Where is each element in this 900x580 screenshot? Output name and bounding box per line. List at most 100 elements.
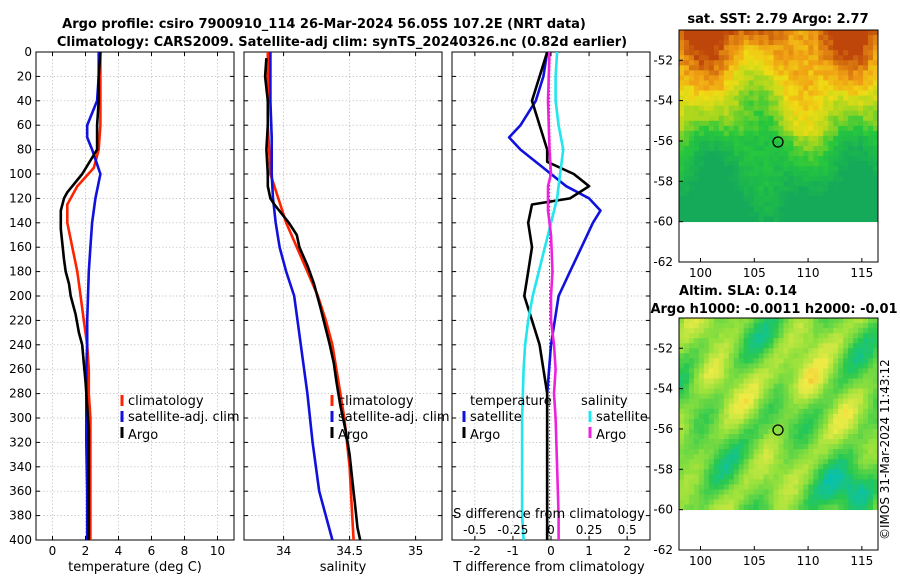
map-cell [679, 166, 685, 172]
map-cell [708, 358, 715, 364]
map-cell [703, 85, 710, 91]
map-cell [793, 348, 799, 354]
map-cell [768, 464, 774, 470]
map-cell [803, 186, 809, 192]
map-cell [753, 186, 760, 192]
map-cell [748, 206, 755, 212]
map-cell [743, 413, 750, 420]
map-cell [868, 383, 874, 390]
map-cell [703, 358, 710, 364]
map-cell [873, 328, 879, 334]
map-cell [793, 368, 799, 374]
map-cell [818, 323, 824, 329]
x-tick-label: 105 [743, 266, 766, 280]
map-cell [828, 428, 834, 435]
map-cell [778, 161, 784, 167]
map-cell [738, 110, 745, 117]
map-cell [748, 378, 755, 384]
map-cell [863, 100, 869, 107]
map-cell [683, 449, 690, 455]
map-cell [733, 333, 740, 339]
map-cell [778, 216, 784, 223]
map-cell [838, 363, 844, 369]
map-cell [843, 504, 849, 511]
map-cell [838, 388, 844, 395]
map-cell [853, 459, 859, 465]
map-cell [683, 504, 690, 511]
map-cell [823, 156, 829, 162]
map-cell [703, 186, 710, 192]
map-cell [708, 393, 715, 400]
map-cell [853, 161, 859, 167]
map-cell [753, 161, 760, 167]
y-tick-label: 140 [9, 216, 32, 230]
map-cell [778, 166, 784, 172]
map-cell [853, 328, 859, 334]
map-cell [728, 484, 735, 490]
map-cell [743, 196, 750, 202]
map-cell [823, 469, 829, 475]
map-cell [753, 439, 760, 445]
map-cell [753, 50, 760, 56]
map-cell [818, 171, 824, 177]
map-cell [788, 125, 794, 132]
map-cell [798, 110, 804, 117]
map-cell [768, 373, 774, 379]
map-cell [803, 130, 809, 137]
map-cell [708, 333, 715, 339]
map-cell [798, 171, 804, 177]
map-cell [743, 115, 750, 122]
map-cell [868, 216, 874, 223]
map-cell [763, 60, 769, 66]
map-cell [718, 494, 725, 500]
map-cell [823, 328, 829, 334]
series-line-salinity-argo [546, 51, 560, 540]
map-cell [728, 115, 735, 122]
map-cell [793, 140, 799, 147]
map-cell [818, 161, 824, 167]
map-cell [813, 90, 819, 96]
map-cell [743, 338, 750, 344]
map-cell [843, 171, 849, 177]
map-cell [763, 191, 769, 197]
map-cell [743, 186, 750, 192]
map-cell [828, 30, 834, 36]
map-cell [833, 504, 839, 511]
map-cell [868, 398, 874, 405]
map-cell [798, 368, 804, 374]
map-cell [818, 65, 824, 71]
map-cell [753, 469, 760, 475]
map-cell [743, 418, 750, 425]
y-tick-label: 200 [9, 289, 32, 303]
map-cell [778, 55, 784, 61]
map-cell [843, 434, 849, 440]
map-cell [803, 393, 809, 400]
map-cell [838, 166, 844, 172]
map-cell [703, 418, 710, 425]
map-cell [703, 439, 710, 445]
map-cell [683, 338, 690, 344]
map-cell [778, 343, 784, 349]
map-cell [718, 434, 725, 440]
map-cell [758, 115, 764, 122]
map-cell [728, 444, 735, 450]
map-cell [863, 343, 869, 349]
map-cell [708, 368, 715, 374]
map-cell [773, 413, 779, 420]
map-cell [813, 353, 819, 359]
map-cell [753, 318, 760, 324]
map-cell [788, 105, 794, 112]
map-cell [679, 75, 685, 81]
map-cell [828, 115, 834, 122]
map-cell [838, 110, 844, 117]
map-cell [713, 196, 720, 202]
map-cell [808, 373, 814, 379]
map-cell [758, 494, 764, 500]
map-cell [763, 413, 769, 420]
map-cell [698, 95, 705, 102]
map-cell [713, 65, 720, 71]
map-cell [773, 161, 779, 167]
map-cell [803, 504, 809, 511]
map-cell [693, 418, 700, 425]
map-cell [858, 211, 864, 218]
